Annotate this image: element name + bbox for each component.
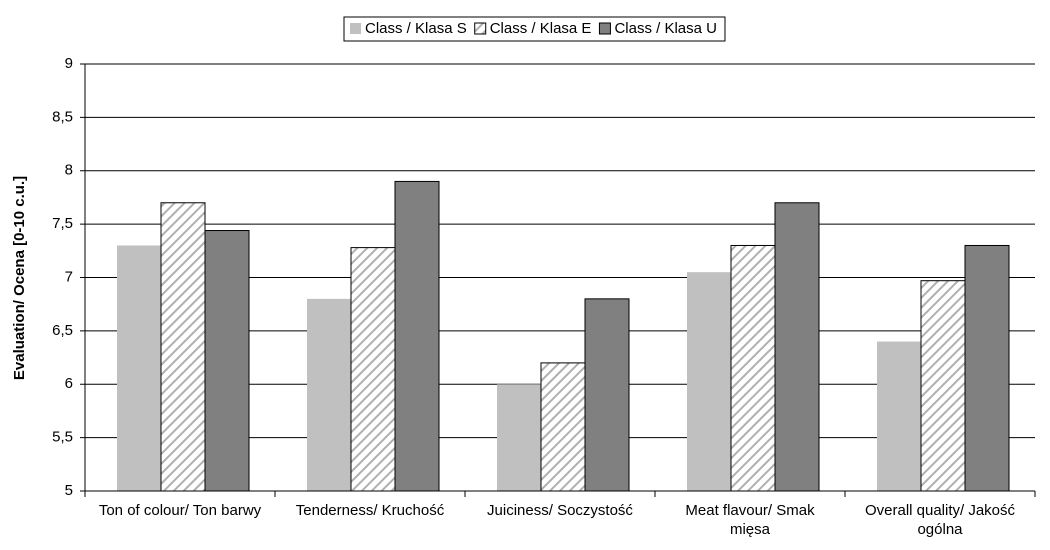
bar: [540, 362, 586, 492]
bar: [584, 298, 630, 492]
bar: [774, 202, 820, 492]
bar: [877, 341, 921, 491]
y-tick-label: 5,5: [52, 429, 73, 446]
legend-label: Class / Klasa E: [490, 20, 592, 37]
x-tick-label: Meat flavour/ Smak mięsa: [685, 502, 815, 538]
bar: [920, 280, 966, 492]
bar: [964, 244, 1010, 492]
x-tick-label: Tenderness/ Kruchość: [295, 502, 445, 519]
legend-frame: [343, 16, 726, 42]
y-tick-label: 7: [65, 268, 73, 285]
legend-swatch: [350, 23, 361, 34]
bar: [307, 298, 351, 491]
bar: [160, 202, 206, 492]
y-tick-label: 7,5: [52, 215, 73, 232]
bar: [204, 230, 250, 492]
x-tick-label: Overall quality/ Jakość ogólna: [864, 502, 1016, 538]
y-tick-label: 8: [65, 162, 73, 179]
x-tick-label: Juiciness/ Soczystość: [487, 502, 633, 519]
y-tick-label: 8,5: [52, 108, 73, 125]
legend-label: Class / Klasa S: [365, 20, 467, 37]
x-tick-label-box: Meat flavour/ Smak mięsa: [685, 502, 815, 538]
y-tick-label: 6: [65, 375, 73, 392]
legend-swatch: [474, 22, 487, 35]
bar: [350, 247, 396, 492]
legend: Class / Klasa S Class / Klasa E Class / Kl…: [343, 16, 726, 42]
y-axis-label: Evaluation/ Ocena [0-10 c.u.]: [11, 176, 28, 380]
x-tick-label-box: Tenderness/ Kruchość: [295, 502, 445, 519]
bar: [687, 272, 731, 491]
x-tick-label-box: Ton of colour/ Ton barwy: [98, 502, 262, 519]
y-tick-label: 9: [65, 55, 73, 72]
bar: [497, 384, 541, 491]
legend-swatch: [598, 22, 611, 35]
bar: [117, 245, 161, 491]
bar: [394, 180, 440, 492]
legend-label: Class / Klasa U: [614, 20, 717, 37]
x-tick-label-box: Overall quality/ Jakość ogólna: [864, 502, 1016, 538]
x-tick-label-box: Juiciness/ Soczystość: [487, 502, 633, 519]
y-tick-label: 6,5: [52, 322, 73, 339]
bar: [730, 244, 776, 492]
y-tick-label: 5: [65, 482, 73, 499]
x-tick-label: Ton of colour/ Ton barwy: [98, 502, 262, 519]
